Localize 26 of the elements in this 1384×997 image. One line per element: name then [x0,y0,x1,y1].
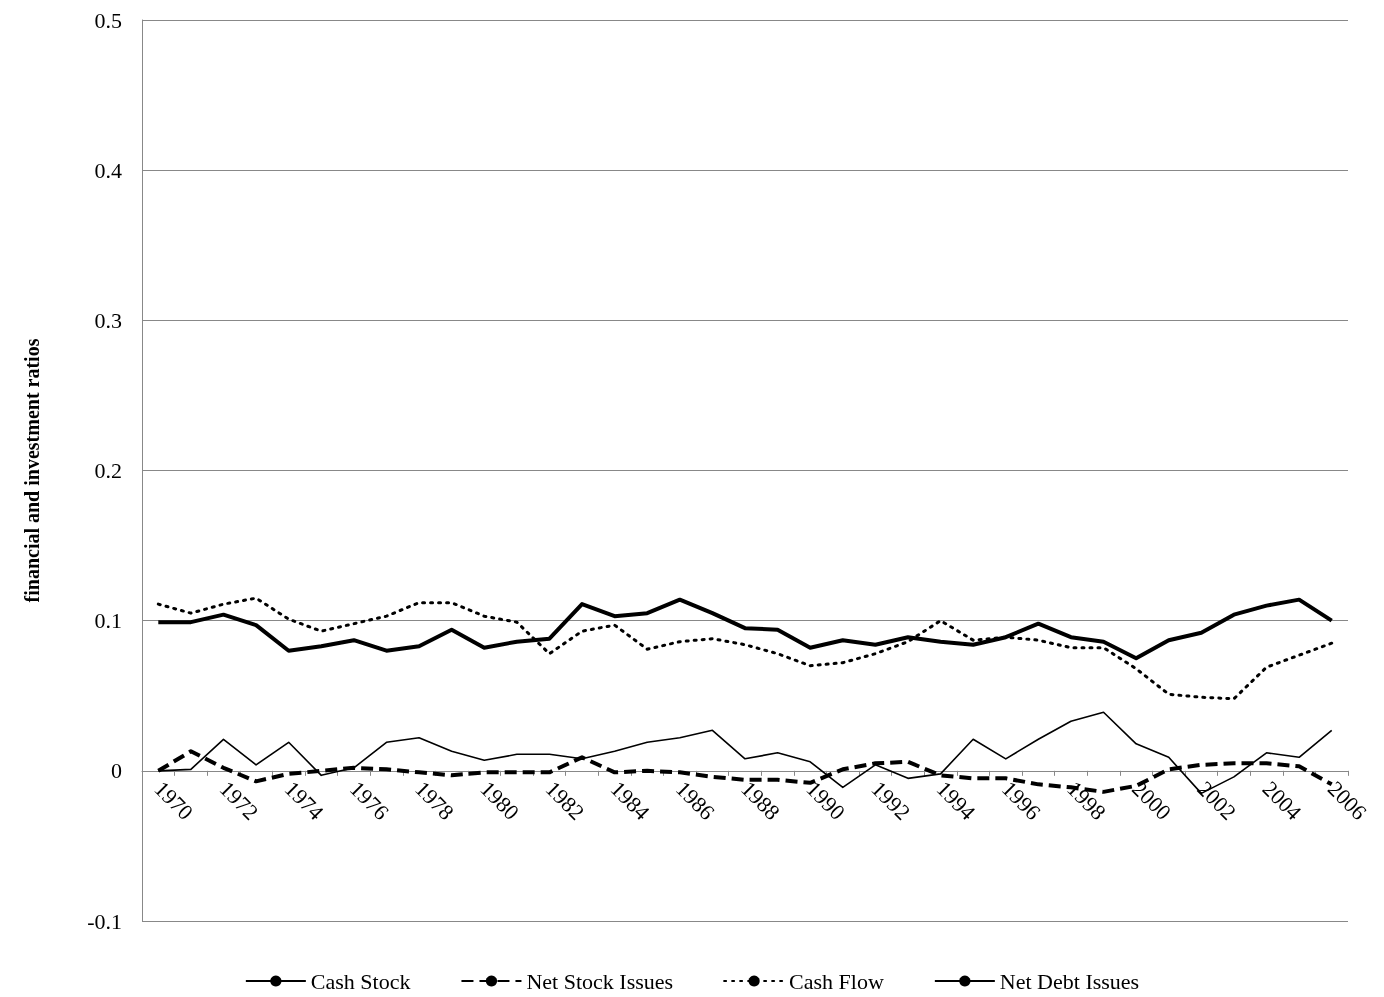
x-tick-label: 1996 [996,775,1046,825]
legend-label: Cash Stock [310,968,411,994]
x-tick-label: 1986 [670,775,720,825]
x-tick-label: 2000 [1127,775,1177,825]
y-tick-label: 0.1 [94,608,122,634]
y-tick-label: -0.1 [87,908,122,934]
legend-label: Net Debt Issues [999,968,1140,994]
y-tick-label: 0.3 [94,307,122,333]
x-tick-label: 1984 [605,775,655,825]
y-tick-label: 0 [111,758,122,784]
x-tick-label: 1994 [931,775,981,825]
x-tick-label: 1988 [736,775,785,825]
y-axis-title: financial and investment ratios [21,338,43,603]
y-tick-label: 0.5 [94,7,122,33]
x-tick-label: 1974 [279,775,329,825]
line-series [156,596,1334,701]
x-tick-label: 1976 [345,775,394,825]
y-tick-label: 0.4 [94,157,122,183]
x-tick-label: 1990 [801,775,851,825]
x-tick-label: 1998 [1062,775,1111,825]
x-tick-label: 1978 [410,775,459,825]
legend-label: Net Stock Issues [526,968,674,994]
x-tick-label: 1980 [475,775,525,825]
x-tick-label: 1970 [149,775,199,825]
y-tick-label: 0.2 [94,458,122,483]
legend-label: Cash Flow [789,968,884,994]
